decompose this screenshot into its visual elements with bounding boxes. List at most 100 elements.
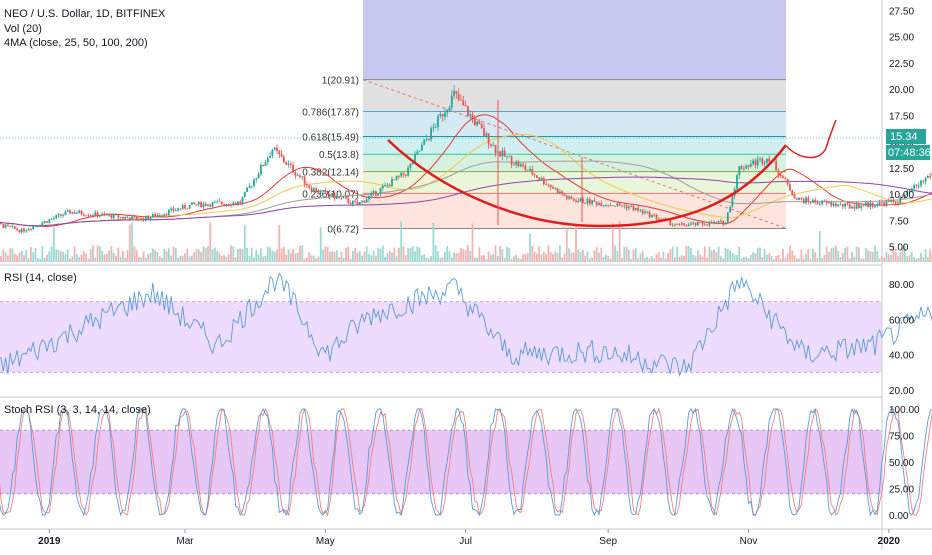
candle-body (163, 214, 165, 216)
volume-bar (750, 255, 752, 262)
volume-bar (472, 224, 474, 262)
candle-body (748, 166, 750, 167)
candle-body (488, 133, 490, 144)
volume-bar (370, 255, 372, 262)
volume-bar (485, 259, 487, 262)
volume-bar (341, 252, 343, 262)
volume-bar (828, 252, 830, 262)
volume-bar (872, 252, 874, 262)
candle-body (791, 190, 793, 194)
candle-body (212, 202, 214, 206)
price-tick: 5.00 (889, 243, 909, 254)
candle-body (541, 178, 543, 180)
volume-bar (911, 252, 913, 262)
volume-bar (497, 256, 499, 262)
candle-body (451, 96, 453, 108)
candle-body (699, 222, 701, 223)
volume-bar (48, 251, 50, 262)
volume-bar (718, 246, 720, 262)
volume-bar (465, 250, 467, 262)
volume-bar (778, 255, 780, 262)
candle-body (513, 164, 515, 165)
volume-bar (525, 254, 527, 262)
candle-body (2, 224, 4, 228)
volume-bar (768, 253, 770, 262)
candle-body (920, 181, 922, 186)
volume-bar (821, 258, 823, 262)
volume-bar (216, 251, 218, 262)
volume-bar (433, 222, 435, 262)
candle-body (577, 201, 579, 203)
volume-bar (513, 256, 515, 262)
candle-body (16, 229, 18, 230)
volume-bar (262, 256, 264, 262)
candle-body (46, 221, 48, 223)
candle-body (642, 210, 644, 214)
candle-body (453, 91, 455, 96)
candle-body (761, 158, 763, 163)
candle-body (366, 200, 368, 203)
candle-body (566, 196, 568, 199)
volume-bar (28, 258, 30, 262)
candle-body (506, 156, 508, 157)
volume-bar (255, 250, 257, 262)
candle-body (347, 198, 349, 203)
volume-bar (53, 228, 55, 262)
volume-bar (350, 259, 352, 262)
candle-body (437, 116, 439, 127)
volume-bar (129, 225, 131, 262)
volume-bar (177, 258, 179, 262)
volume-bar (879, 258, 881, 262)
candle-body (796, 198, 798, 199)
candle-body (922, 181, 924, 182)
candle-body (805, 198, 807, 203)
volume-bar (649, 258, 651, 262)
volume-bar (278, 225, 280, 262)
candle-body (529, 169, 531, 171)
candle-body (536, 175, 538, 177)
candle-body (722, 221, 724, 225)
volume-bar (837, 251, 839, 262)
candle-body (525, 166, 527, 170)
volume-bar (170, 256, 172, 262)
volume-bar (55, 249, 57, 262)
time-tick: 2019 (38, 536, 61, 547)
candle-body (253, 180, 255, 186)
volume-bar (527, 253, 529, 262)
volume-bar (46, 255, 48, 262)
stoch-tick: 100.00 (889, 405, 920, 416)
stoch-tick: 0.00 (889, 511, 909, 522)
candle-body (433, 127, 435, 128)
volume-bar (361, 256, 363, 262)
candle-body (681, 223, 683, 224)
volume-bar (743, 257, 745, 262)
volume-bar (683, 256, 685, 262)
volume-bar (193, 252, 195, 262)
candle-body (718, 221, 720, 222)
volume-bar (674, 257, 676, 262)
candle-body (504, 151, 506, 157)
volume-bar (801, 250, 803, 262)
volume-bar (697, 250, 699, 262)
candle-body (874, 206, 876, 207)
volume-bar (152, 249, 154, 262)
candle-body (821, 201, 823, 204)
ma-legend[interactable]: 4MA (close, 25, 50, 100, 200) (4, 37, 148, 49)
candle-body (173, 208, 175, 210)
vol-legend[interactable]: Vol (20) (4, 23, 42, 35)
candle-body (168, 210, 170, 215)
candle-body (170, 208, 172, 210)
candle-body (391, 179, 393, 186)
volume-bar (789, 246, 791, 262)
candle-body (423, 140, 425, 145)
volume-bar (568, 248, 570, 262)
candle-body (249, 186, 251, 188)
candle-body (725, 223, 727, 225)
candle-body (561, 191, 563, 194)
candle-body (389, 185, 391, 187)
symbol-legend[interactable]: NEO / U.S. Dollar, 1D, BITFINEX (4, 8, 166, 20)
stoch-legend[interactable]: Stoch RSI (3, 3, 14, 14, close) (4, 404, 151, 416)
rsi-legend[interactable]: RSI (14, close) (4, 272, 77, 284)
volume-bar (352, 251, 354, 262)
